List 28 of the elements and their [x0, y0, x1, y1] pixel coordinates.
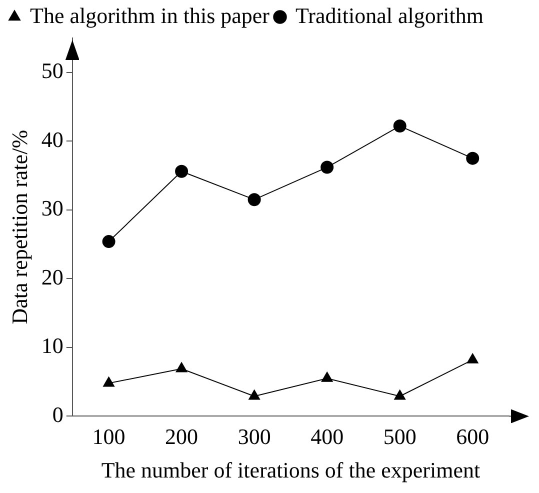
point — [393, 120, 406, 133]
legend-label: The algorithm in this paper — [30, 2, 270, 28]
point — [248, 390, 260, 400]
x-tick-label: 200 — [165, 424, 198, 450]
point — [466, 152, 480, 165]
point — [248, 193, 261, 206]
point — [103, 376, 114, 387]
y-tick-label: 20 — [41, 264, 64, 290]
point — [466, 353, 478, 364]
legend-label: Traditional algorithm — [295, 2, 484, 28]
point — [176, 362, 188, 372]
point — [321, 372, 333, 382]
x-tick-label: 100 — [92, 424, 126, 450]
y-tick-label: 0 — [52, 402, 64, 427]
x-tick-label: 500 — [383, 424, 416, 450]
y-tick-label: 50 — [41, 58, 64, 84]
y-tick-label: 10 — [41, 333, 64, 358]
x-axis-title: The number of iterations of the experiment — [101, 458, 480, 483]
point — [102, 235, 116, 248]
x-tick-label: 300 — [238, 424, 271, 450]
point — [394, 390, 406, 400]
y-tick-label: 30 — [41, 196, 64, 221]
y-tick-label: 40 — [41, 126, 64, 152]
x-tick-label: 400 — [310, 424, 344, 450]
point — [175, 164, 188, 178]
x-tick-label: 600 — [456, 424, 490, 450]
y-axis-title: Data repetition rate/% — [6, 130, 32, 324]
point — [320, 160, 334, 174]
